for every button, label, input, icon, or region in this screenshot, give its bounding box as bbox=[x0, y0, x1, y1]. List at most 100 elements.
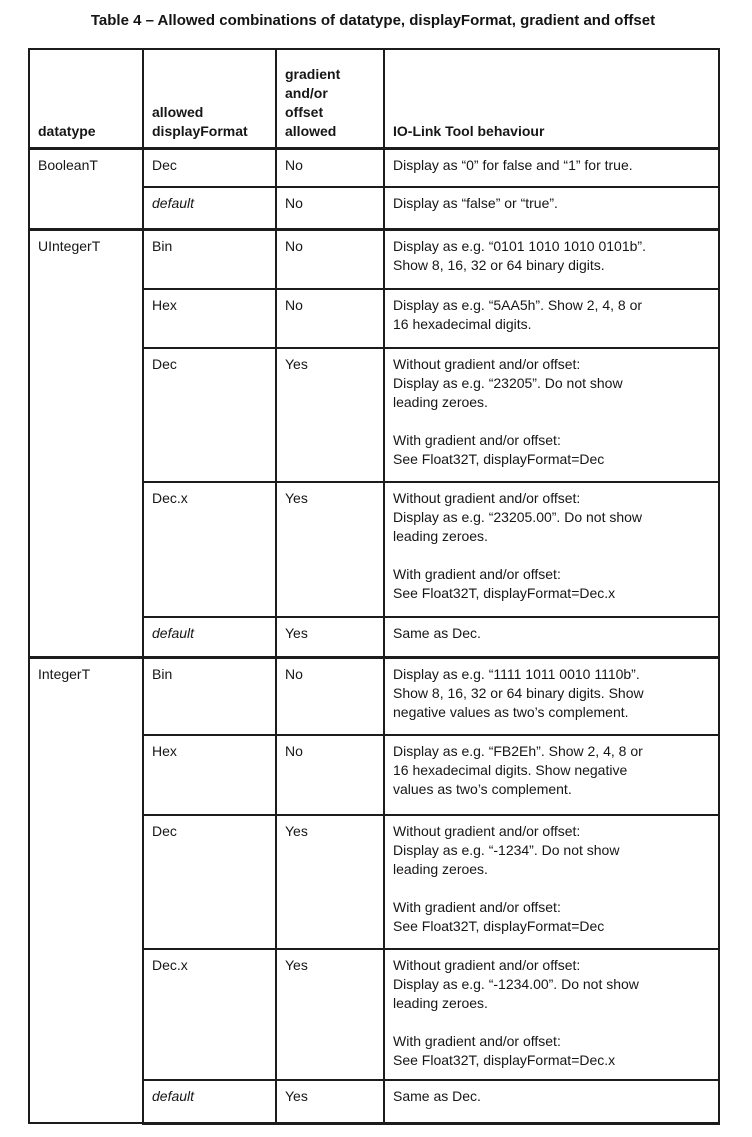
cell-behaviour: Without gradient and/or offset: Display … bbox=[383, 481, 720, 618]
table-row: Dec Yes Without gradient and/or offset: … bbox=[29, 347, 720, 483]
header-label: datatype bbox=[38, 122, 96, 139]
table-caption: Table 4 – Allowed combinations of dataty… bbox=[90, 12, 656, 29]
behaviour-line: See Float32T, displayFormat=Dec.x bbox=[393, 1052, 616, 1068]
behaviour-line: leading zeroes. bbox=[393, 861, 488, 877]
cell-display-format: default bbox=[142, 186, 277, 230]
behaviour-line: Show 8, 16, 32 or 64 binary digits. Show bbox=[393, 684, 644, 701]
behaviour-line: See Float32T, displayFormat=Dec.x bbox=[393, 585, 616, 601]
cell-gradient-allowed: No bbox=[275, 734, 385, 816]
behaviour-line: See Float32T, displayFormat=Dec bbox=[393, 451, 605, 467]
table-row: BooleanT Dec No Display as “0” for false… bbox=[28, 147, 720, 230]
header-label: IO-Link Tool behaviour bbox=[393, 122, 545, 139]
cell-behaviour: Display as e.g. “0101 1010 1010 0101b”. … bbox=[383, 227, 720, 290]
header-cell-datatype: datatype bbox=[28, 48, 144, 150]
header-cell-behaviour: IO-Link Tool behaviour bbox=[383, 48, 720, 150]
behaviour-line: Display as e.g. “1111 1011 0010 1110b”. bbox=[393, 665, 640, 682]
cell-gradient-allowed: No bbox=[275, 147, 385, 188]
behaviour-line: With gradient and/or offset: bbox=[393, 1033, 561, 1049]
header-label: gradient bbox=[285, 65, 341, 82]
cell-display-format: Dec bbox=[142, 347, 277, 483]
cell-gradient-allowed: Yes bbox=[275, 814, 385, 950]
behaviour-line: values as two’s complement. bbox=[393, 781, 572, 797]
table-row: IntegerT Bin No Display as e.g. “1111 10… bbox=[28, 655, 720, 1124]
behaviour-line: Without gradient and/or offset: bbox=[393, 356, 581, 372]
cell-display-format: Dec.x bbox=[142, 948, 277, 1081]
cell-gradient-allowed: Yes bbox=[275, 616, 385, 658]
cell-display-format: Dec.x bbox=[142, 481, 277, 618]
header-cell-display-format: allowed displayFormat bbox=[142, 48, 277, 150]
cell-gradient-allowed: Yes bbox=[275, 481, 385, 618]
header-label: displayFormat bbox=[152, 122, 248, 139]
header-cell-gradient-offset: gradient and/or offset allowed bbox=[275, 48, 385, 150]
behaviour-line bbox=[393, 412, 712, 431]
cell-display-format: Dec bbox=[142, 814, 277, 950]
behaviour-line: See Float32T, displayFormat=Dec bbox=[393, 918, 605, 934]
table-row: Dec Yes Without gradient and/or offset: … bbox=[29, 814, 720, 950]
table-row: Hex No Display as e.g. “FB2Eh”. Show 2, … bbox=[29, 734, 720, 816]
behaviour-line: Same as Dec. bbox=[393, 625, 481, 641]
header-label: allowed bbox=[285, 122, 337, 139]
behaviour-line: leading zeroes. bbox=[393, 528, 488, 544]
behaviour-line: Display as e.g. “23205”. Do not show bbox=[393, 375, 623, 391]
behaviour-line: leading zeroes. bbox=[393, 995, 488, 1011]
cell-gradient-allowed: No bbox=[275, 186, 385, 230]
cell-behaviour: Display as e.g. “5AA5h”. Show 2, 4, 8 or… bbox=[383, 288, 720, 349]
table-row: UIntegerT Bin No Display as e.g. “0101 1… bbox=[28, 227, 720, 658]
cell-gradient-allowed: No bbox=[275, 288, 385, 349]
cell-display-format: default bbox=[142, 616, 277, 658]
behaviour-line: With gradient and/or offset: bbox=[393, 566, 561, 582]
cell-display-format: default bbox=[142, 1079, 277, 1125]
cell-datatype: BooleanT bbox=[28, 147, 144, 230]
cell-gradient-allowed: No bbox=[275, 227, 385, 290]
behaviour-line bbox=[393, 1013, 712, 1032]
behaviour-line: With gradient and/or offset: bbox=[393, 432, 561, 448]
cell-gradient-allowed: Yes bbox=[275, 1079, 385, 1125]
behaviour-line: negative values as two’s complement. bbox=[393, 703, 629, 720]
behaviour-line: Display as “false” or “true”. bbox=[393, 195, 558, 211]
behaviour-line bbox=[393, 879, 712, 898]
behaviour-line: 16 hexadecimal digits. bbox=[393, 316, 532, 332]
behaviour-line: Display as e.g. “5AA5h”. Show 2, 4, 8 or bbox=[393, 297, 643, 313]
table-row: default Yes Same as Dec. bbox=[29, 616, 720, 658]
table-row: Hex No Display as e.g. “5AA5h”. Show 2, … bbox=[29, 288, 720, 349]
table-row: default Yes Same as Dec. bbox=[29, 1079, 720, 1125]
cell-datatype: UIntegerT bbox=[28, 227, 144, 658]
header-label: offset bbox=[285, 103, 324, 120]
cell-gradient-allowed: Yes bbox=[275, 347, 385, 483]
behaviour-line: Same as Dec. bbox=[393, 1088, 481, 1104]
behaviour-line bbox=[393, 546, 712, 565]
cell-behaviour: Without gradient and/or offset: Display … bbox=[383, 814, 720, 950]
cell-behaviour: Same as Dec. bbox=[383, 1079, 720, 1125]
behaviour-line: Without gradient and/or offset: bbox=[393, 490, 581, 506]
behaviour-line: 16 hexadecimal digits. Show negative bbox=[393, 762, 628, 778]
behaviour-line: Display as e.g. “FB2Eh”. Show 2, 4, 8 or bbox=[393, 743, 643, 759]
behaviour-line: Without gradient and/or offset: bbox=[393, 957, 581, 973]
behaviour-line: With gradient and/or offset: bbox=[393, 899, 561, 915]
behaviour-line: Display as e.g. “23205.00”. Do not show bbox=[393, 509, 643, 525]
table-row: default No Display as “false” or “true”. bbox=[29, 186, 720, 230]
cell-display-format: Dec bbox=[142, 147, 277, 188]
cell-display-format: Hex bbox=[142, 734, 277, 816]
cell-display-format: Bin bbox=[142, 655, 277, 736]
cell-behaviour: Display as “0” for false and “1” for tru… bbox=[383, 147, 720, 188]
behaviour-line: Display as “0” for false and “1” for tru… bbox=[393, 156, 633, 173]
cell-behaviour: Same as Dec. bbox=[383, 616, 720, 658]
table-row: Dec.x Yes Without gradient and/or offset… bbox=[29, 481, 720, 618]
header-label: allowed bbox=[152, 103, 204, 120]
cell-gradient-allowed: Yes bbox=[275, 948, 385, 1081]
cell-behaviour: Display as “false” or “true”. bbox=[383, 186, 720, 230]
cell-behaviour: Without gradient and/or offset: Display … bbox=[383, 948, 720, 1081]
cell-behaviour: Display as e.g. “FB2Eh”. Show 2, 4, 8 or… bbox=[383, 734, 720, 816]
behaviour-line: Show 8, 16, 32 or 64 binary digits. bbox=[393, 256, 605, 273]
cell-display-format: Hex bbox=[142, 288, 277, 349]
table-row: Dec.x Yes Without gradient and/or offset… bbox=[29, 948, 720, 1081]
datatype-display-format-table: datatype allowed displayFormat gradient … bbox=[28, 48, 720, 1125]
header-row: datatype allowed displayFormat gradient … bbox=[28, 48, 720, 150]
cell-behaviour: Display as e.g. “1111 1011 0010 1110b”. … bbox=[383, 655, 720, 736]
cell-gradient-allowed: No bbox=[275, 655, 385, 736]
cell-datatype: IntegerT bbox=[28, 655, 144, 1124]
behaviour-line: Display as e.g. “-1234”. Do not show bbox=[393, 842, 620, 858]
cell-behaviour: Without gradient and/or offset: Display … bbox=[383, 347, 720, 483]
behaviour-line: leading zeroes. bbox=[393, 394, 488, 410]
